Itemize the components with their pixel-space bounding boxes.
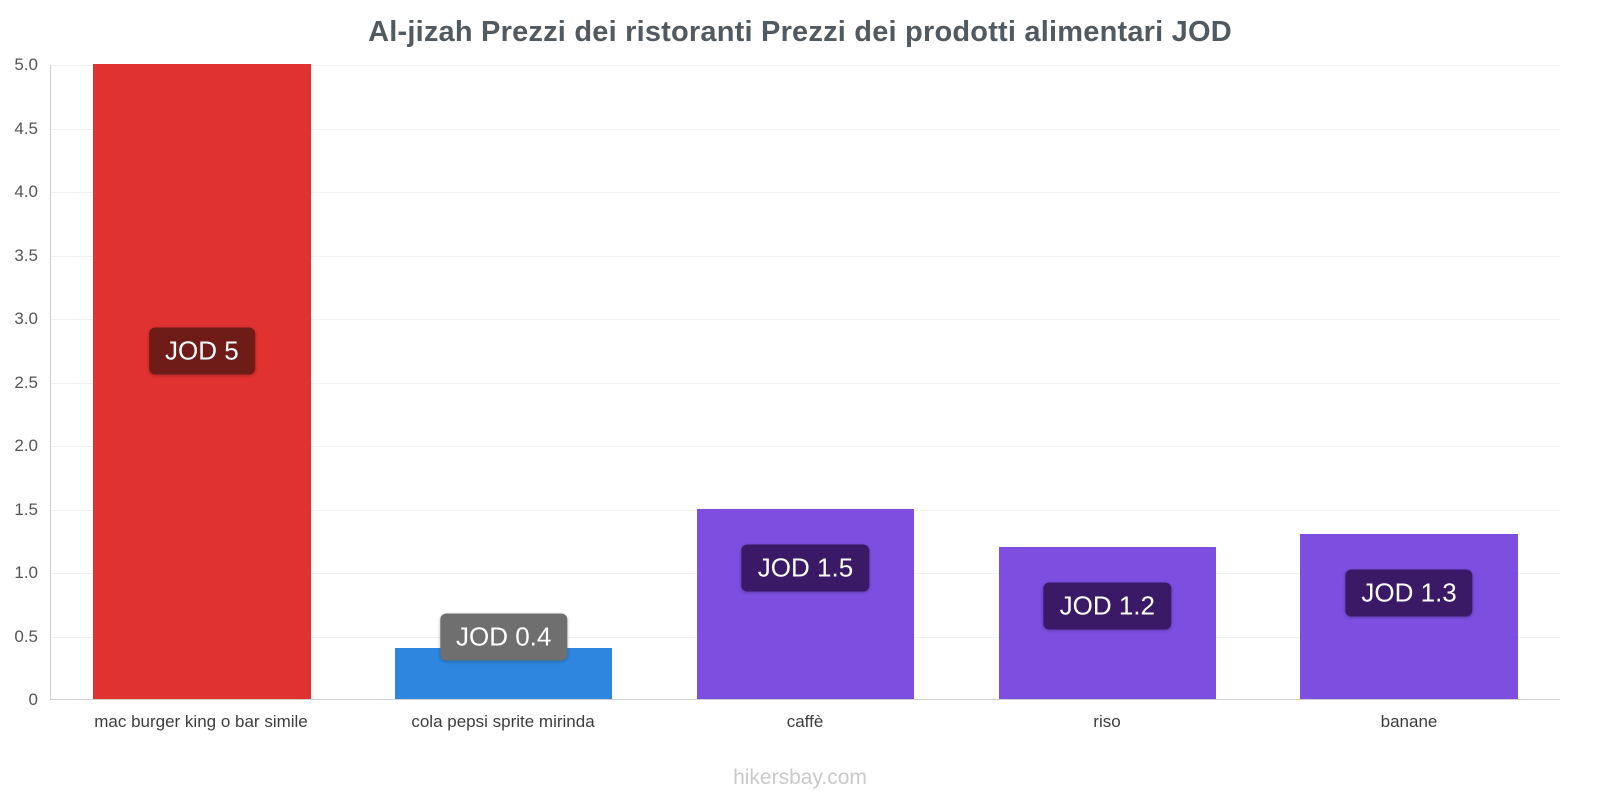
y-tick-label: 3.0 <box>14 309 38 328</box>
y-tick-label: 0 <box>28 690 38 709</box>
gridline <box>51 319 1560 320</box>
y-tick-label: 1.5 <box>14 499 38 519</box>
gridline <box>51 446 1560 447</box>
bar <box>1300 533 1518 699</box>
x-category-label: riso <box>1093 712 1121 731</box>
gridline <box>51 65 1560 66</box>
x-category-label: banane <box>1380 712 1438 731</box>
chart-title: Al-jizah Prezzi dei ristoranti Prezzi de… <box>368 16 1232 48</box>
bar-slot: JOD 1.3 <box>1258 65 1560 699</box>
y-tick-label: 1.0 <box>14 563 38 582</box>
bar-value-badge: JOD 1.5 <box>741 544 870 591</box>
bar-value-badge: JOD 1.3 <box>1345 569 1473 617</box>
gridline <box>51 382 1560 384</box>
bar <box>696 508 915 699</box>
x-axis: mac burger king o bar simile cola pepsi s… <box>50 712 1560 732</box>
y-axis: 5.0 4.5 4.0 3.5 3.0 2.5 2.0 1.5 1.0 0.5 0 <box>0 55 44 709</box>
y-tick-label: 4.0 <box>14 182 38 201</box>
gridline <box>51 255 1560 257</box>
bar-slot: JOD 0.4 <box>353 65 655 699</box>
y-tick-label: 0.5 <box>14 626 38 646</box>
bar-slot: JOD 1.5 <box>655 65 957 699</box>
bar <box>93 64 311 699</box>
y-tick-label: 3.5 <box>14 245 38 265</box>
bars-container: JOD 5 JOD 0.4 JOD 1.5 JOD 1.2 JOD 1.3 <box>51 64 1560 699</box>
y-tick-label: 2.0 <box>14 436 38 455</box>
plot-area: JOD 5 JOD 0.4 JOD 1.5 JOD 1.2 JOD 1.3 <box>50 64 1560 700</box>
x-category-label: caffè <box>786 712 824 731</box>
x-category-label: mac burger king o bar simile <box>94 712 308 731</box>
footer-watermark: hikersbay.com <box>733 766 867 789</box>
bar-value-badge: JOD 0.4 <box>440 613 568 661</box>
gridline <box>51 128 1560 130</box>
bar-value-badge: JOD 5 <box>149 327 255 375</box>
y-tick-label: 2.5 <box>14 372 38 392</box>
bar-value-badge: JOD 1.2 <box>1043 582 1171 630</box>
y-tick-label: 4.5 <box>14 118 38 138</box>
x-category-label: cola pepsi sprite mirinda <box>411 712 595 731</box>
gridline <box>51 192 1560 193</box>
bar-slot: JOD 5 <box>51 64 353 699</box>
y-tick-label: 5.0 <box>14 55 38 74</box>
bar-slot: JOD 1.2 <box>956 65 1258 699</box>
